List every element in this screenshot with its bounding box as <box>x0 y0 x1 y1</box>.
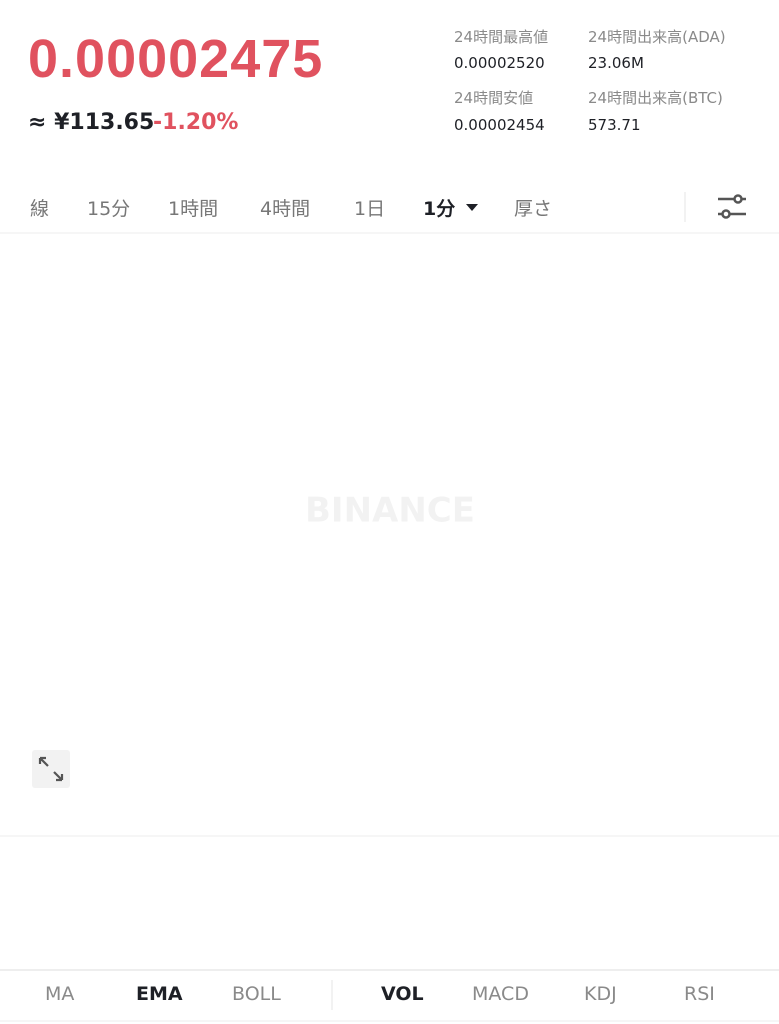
stat-label: 24時間安値 <box>454 89 534 107</box>
expand-icon[interactable] <box>32 750 70 788</box>
indicator-tab[interactable]: MA <box>45 983 75 1005</box>
tab[interactable]: 4時間 <box>260 198 311 220</box>
tab[interactable]: 厚さ <box>514 198 553 220</box>
indicator-tab[interactable]: MACD <box>472 983 529 1005</box>
stat-value: 23.06M <box>588 54 644 72</box>
dropdown-arrow[interactable] <box>466 204 478 211</box>
tab[interactable]: 1時間 <box>168 198 219 220</box>
indicator-tab[interactable]: EMA <box>136 983 183 1005</box>
indicator-tab[interactable]: RSI <box>684 983 715 1005</box>
tab[interactable]: 1分 <box>423 198 456 220</box>
indicator-tab[interactable]: VOL <box>381 983 424 1005</box>
stat-label: 24時間出来高(BTC) <box>588 89 723 107</box>
stat-label: 24時間最高値 <box>454 28 549 46</box>
stat-value: 573.71 <box>588 116 641 134</box>
tab[interactable]: 1日 <box>354 198 386 220</box>
stat-label: 24時間出来高(ADA) <box>588 28 726 46</box>
indicator-tab[interactable]: KDJ <box>584 983 617 1005</box>
stat-value: 0.00002520 <box>454 54 545 72</box>
tab[interactable]: 線 <box>30 198 50 220</box>
stat-value: 0.00002454 <box>454 116 545 134</box>
price-change: -1.20% <box>153 110 239 135</box>
last-price: 0.00002475 <box>28 29 324 89</box>
settings-icon[interactable] <box>718 194 746 219</box>
tab[interactable]: 15分 <box>87 198 131 220</box>
indicator-tab[interactable]: BOLL <box>232 983 281 1005</box>
watermark: BINANCE <box>305 491 475 531</box>
fiat-price: ≈ ¥113.65 <box>28 110 155 135</box>
